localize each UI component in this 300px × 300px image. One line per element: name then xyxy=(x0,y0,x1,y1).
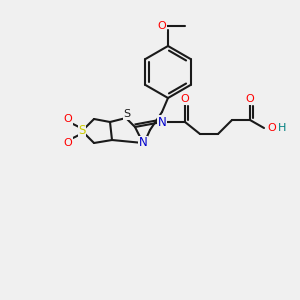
Text: H: H xyxy=(278,123,286,133)
Text: S: S xyxy=(78,124,86,137)
Text: O: O xyxy=(246,94,254,104)
Text: O: O xyxy=(64,138,72,148)
Text: N: N xyxy=(139,136,147,149)
Text: S: S xyxy=(123,109,130,119)
Text: O: O xyxy=(268,123,276,133)
Text: O: O xyxy=(158,21,166,31)
Text: N: N xyxy=(158,116,166,128)
Text: O: O xyxy=(64,114,72,124)
Text: O: O xyxy=(181,94,189,104)
